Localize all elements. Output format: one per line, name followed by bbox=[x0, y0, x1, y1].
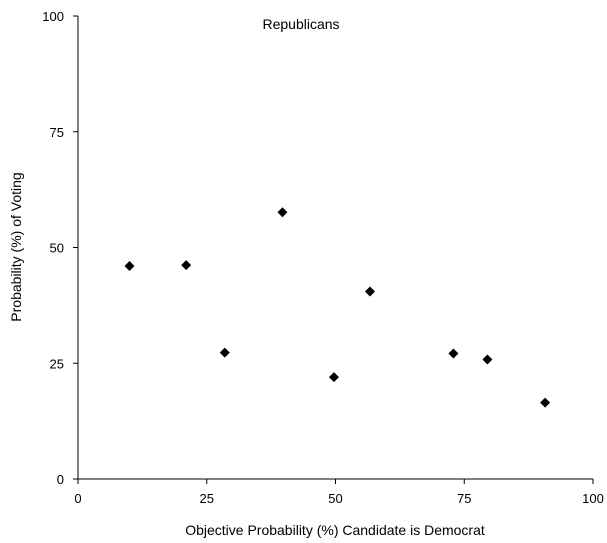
y-tick-label: 100 bbox=[42, 9, 64, 24]
x-axis-ticks: 0 25 50 75 100 bbox=[74, 479, 604, 506]
x-tick-label: 25 bbox=[200, 491, 214, 506]
data-points bbox=[124, 207, 551, 408]
x-tick-label: 50 bbox=[328, 491, 342, 506]
x-axis-title: Objective Probability (%) Candidate is D… bbox=[185, 522, 485, 538]
x-tick-label: 0 bbox=[74, 491, 81, 506]
data-point bbox=[181, 260, 192, 271]
y-tick-label: 50 bbox=[50, 241, 64, 256]
x-tick-label: 75 bbox=[457, 491, 471, 506]
x-tick-label: 100 bbox=[582, 491, 604, 506]
data-point bbox=[277, 207, 288, 218]
data-point bbox=[124, 261, 135, 272]
chart-title: Republicans bbox=[262, 16, 339, 32]
y-axis-title: Probability (%) of Voting bbox=[8, 172, 24, 321]
y-axis-ticks: 0 25 50 75 100 bbox=[42, 9, 78, 487]
data-point bbox=[448, 348, 459, 359]
data-point bbox=[219, 347, 230, 358]
y-tick-label: 0 bbox=[57, 472, 64, 487]
y-tick-label: 75 bbox=[50, 125, 64, 140]
data-point bbox=[365, 286, 376, 297]
data-point bbox=[482, 354, 493, 365]
y-tick-label: 25 bbox=[50, 356, 64, 371]
data-point bbox=[328, 372, 339, 383]
data-point bbox=[540, 397, 551, 408]
